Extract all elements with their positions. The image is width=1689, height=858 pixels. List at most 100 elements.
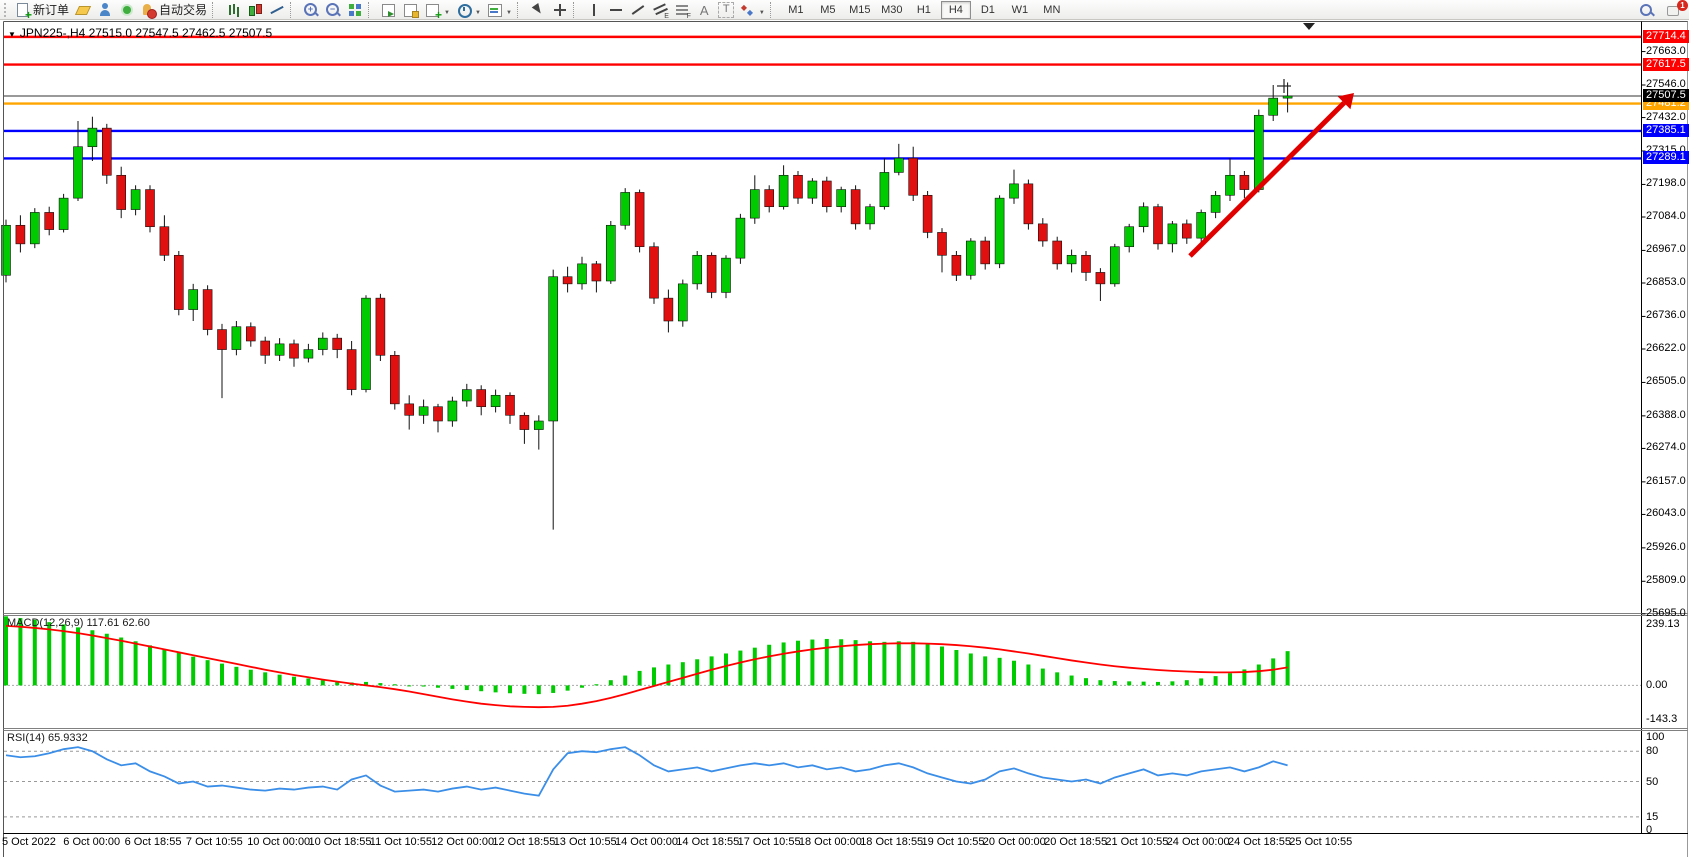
- macd-histogram-bar: [306, 678, 311, 686]
- arrows-icon: [740, 2, 756, 18]
- search-icon: [1638, 2, 1654, 18]
- vertical-line-button[interactable]: [583, 1, 605, 19]
- equidistant-channel-button[interactable]: [649, 1, 671, 20]
- candle-body: [361, 297, 371, 390]
- timeframe-button-M1[interactable]: M1: [788, 4, 804, 16]
- macd-histogram-bar: [421, 685, 426, 687]
- candle-body: [994, 197, 1005, 265]
- trend-arrow-annotation[interactable]: [1188, 101, 1346, 258]
- indicators-button[interactable]: [422, 1, 453, 21]
- candle-body: [202, 289, 213, 330]
- macd-histogram-bar: [680, 662, 685, 686]
- macd-histogram-bar: [983, 656, 988, 686]
- timeframe-button-H4[interactable]: H4: [940, 1, 971, 19]
- templates-button[interactable]: [484, 1, 515, 19]
- candle-body: [73, 146, 83, 199]
- macd-histogram-bar: [997, 657, 1002, 686]
- candle-body: [749, 189, 760, 219]
- candle-body: [332, 337, 343, 350]
- candle-body: [1254, 114, 1264, 190]
- new-order-button[interactable]: 新订单: [12, 1, 72, 21]
- candle-chart-mode-button[interactable]: [244, 1, 266, 19]
- macd-histogram-bar: [450, 685, 455, 689]
- timeframe-button-M5[interactable]: M5: [820, 4, 836, 16]
- candle-body: [980, 240, 991, 265]
- new-chart-button[interactable]: [378, 1, 400, 19]
- horizontal-line-button[interactable]: [605, 1, 627, 19]
- symbol-dropdown-icon[interactable]: ▼: [8, 30, 16, 39]
- signals-button[interactable]: [116, 1, 138, 19]
- macd-histogram-bar: [133, 641, 138, 686]
- macd-histogram-bar: [32, 619, 37, 686]
- macd-histogram-bar: [508, 685, 512, 694]
- candle-body: [1196, 212, 1206, 239]
- macd-histogram-bar: [320, 680, 325, 686]
- arrows-button[interactable]: [737, 1, 768, 19]
- macd-histogram-bar: [263, 672, 268, 686]
- candle-body: [865, 206, 875, 225]
- macd-histogram-bar: [1271, 658, 1276, 686]
- profiles-button[interactable]: [400, 1, 422, 19]
- autotrade-button[interactable]: 自动交易: [138, 1, 210, 19]
- candle-body: [289, 343, 299, 359]
- macd-histogram-bar: [76, 627, 80, 686]
- timeframe-button-W1[interactable]: W1: [1011, 4, 1029, 16]
- macd-histogram-bar: [637, 670, 642, 686]
- macd-histogram-bar: [882, 641, 887, 686]
- rsi-line: [5, 746, 1288, 797]
- macd-histogram-bar: [292, 676, 296, 686]
- macd-histogram-bar: [925, 643, 930, 686]
- alerts-button[interactable]: 1: [1663, 0, 1688, 19]
- periods-button[interactable]: [453, 1, 484, 19]
- chart-shift-marker-icon[interactable]: [1303, 23, 1315, 30]
- chart-title: JPN225-,H4 27515.0 27547.5 27462.5 27507…: [19, 26, 273, 40]
- periods-clock-icon: [456, 2, 472, 18]
- timeframe-button-H1[interactable]: H1: [916, 4, 931, 16]
- candle-body: [317, 337, 328, 350]
- trend-arrow-head: [1337, 93, 1354, 110]
- candle-body: [562, 276, 573, 285]
- candle-body: [1, 224, 11, 276]
- macd-histogram-bar: [1199, 678, 1204, 686]
- candle-body: [188, 289, 198, 310]
- macd-histogram-bar: [18, 618, 23, 686]
- macd-histogram-bar: [868, 641, 872, 686]
- candle-body: [1268, 97, 1278, 116]
- fibonacci-icon: [674, 2, 691, 20]
- community-icon: [97, 2, 113, 18]
- text-icon: [696, 2, 712, 18]
- text-button[interactable]: [693, 1, 715, 19]
- timeframe-button-M30[interactable]: M30: [881, 4, 903, 16]
- candle-body: [145, 189, 155, 228]
- timeframe-button-MN[interactable]: MN: [1043, 4, 1061, 16]
- macd-histogram-bar: [47, 622, 52, 686]
- macd-indicator-label: MACD(12,26,9) 117.61 62.60: [7, 617, 150, 629]
- macd-histogram-bar: [378, 683, 383, 686]
- zoom-out-button[interactable]: [322, 1, 344, 19]
- timeframe-button-D1[interactable]: D1: [980, 4, 995, 16]
- macd-histogram-bar: [810, 639, 815, 686]
- macd-histogram-bar: [104, 633, 109, 686]
- rsi-indicator-label: RSI(14) 65.9332: [7, 732, 88, 744]
- candle-body: [1153, 206, 1163, 245]
- bar-chart-mode-button[interactable]: [222, 1, 244, 19]
- candle-body: [1023, 183, 1034, 225]
- macd-histogram-bar: [666, 664, 671, 686]
- community-button[interactable]: [94, 1, 116, 19]
- macd-histogram-bar: [1170, 681, 1175, 686]
- candle-body: [274, 343, 285, 356]
- horizontal-line-icon: [608, 2, 624, 18]
- search-button[interactable]: [1635, 1, 1657, 19]
- text-label-button[interactable]: [715, 1, 737, 19]
- crosshair-button[interactable]: [549, 1, 571, 19]
- timeframe-button-M15[interactable]: M15: [849, 4, 871, 16]
- fibonacci-button[interactable]: [671, 1, 693, 20]
- candle-body: [1081, 254, 1091, 273]
- candle-body: [634, 192, 645, 248]
- macd-histogram-bar: [1040, 668, 1045, 686]
- zoom-in-button[interactable]: [300, 1, 322, 19]
- tile-windows-button[interactable]: [344, 1, 366, 19]
- candle-body: [591, 263, 602, 282]
- candle-body: [533, 420, 544, 430]
